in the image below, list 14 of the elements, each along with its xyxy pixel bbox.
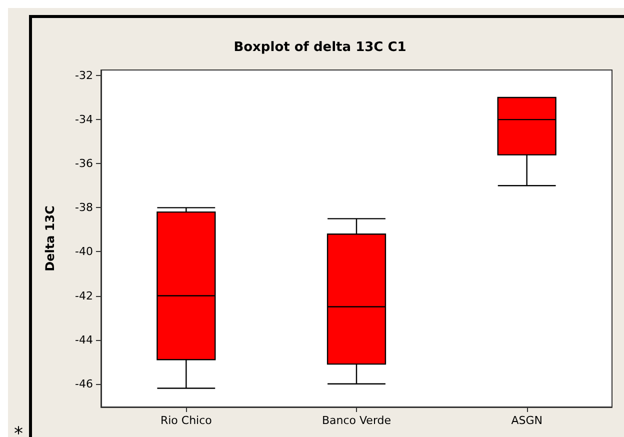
y-tick-label: -40 [75,245,93,258]
y-axis-title: Delta 13C [43,205,57,272]
y-tick-label: -34 [75,113,93,126]
x-tick-label: ASGN [511,414,542,427]
text: * [14,424,23,437]
y-tick-label: -42 [75,289,93,302]
y-tick-label: -38 [75,201,93,214]
chart-title: Boxplot of delta 13C C1 [234,40,406,55]
x-tick-label: Rio Chico [160,414,212,427]
y-tick-label: -46 [75,377,93,390]
y-tick-label: -44 [75,333,93,346]
y-tick-label: -32 [75,69,93,82]
y-tick-label: -36 [75,157,93,170]
x-tick-label: Banco Verde [322,414,392,427]
